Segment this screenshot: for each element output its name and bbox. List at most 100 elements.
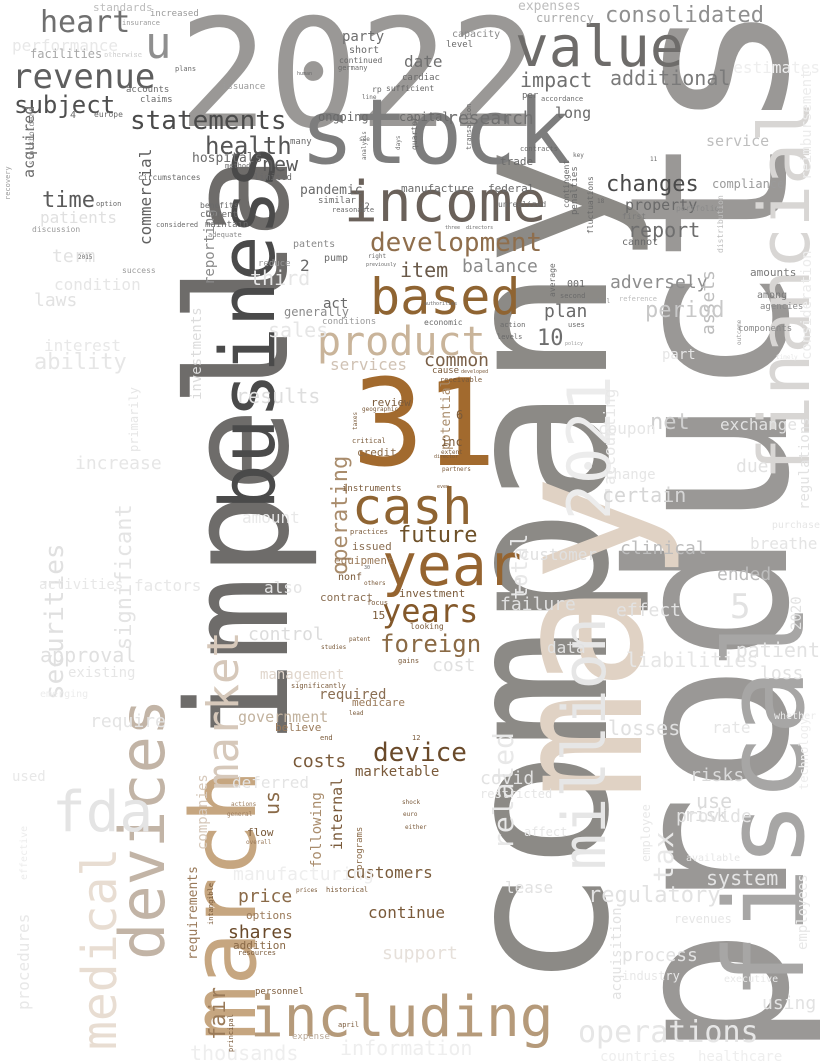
word-available: available xyxy=(686,853,741,864)
word-tax: tax xyxy=(647,831,680,882)
word-loss: loss xyxy=(760,663,804,684)
word-shock: shock xyxy=(402,799,421,806)
word-patients: patients xyxy=(40,208,118,227)
word-current: current xyxy=(200,210,238,220)
word-performance: performance xyxy=(12,36,118,55)
word-marketable: marketable xyxy=(355,764,440,780)
word-property: property xyxy=(625,196,698,214)
word-developed: developed xyxy=(461,369,489,375)
word-fda: fda xyxy=(52,780,154,845)
word-price: price xyxy=(238,886,293,907)
word-employee: employee xyxy=(639,804,653,862)
word-executive: executive xyxy=(724,974,779,985)
word-information: information xyxy=(340,1036,473,1060)
word-unrealized: unrealized xyxy=(498,200,547,209)
word-future: future xyxy=(398,523,478,548)
word-general: general xyxy=(227,811,253,818)
word-euro: euro xyxy=(403,811,418,818)
word-laws: laws xyxy=(34,290,78,311)
word-discussion: discussion xyxy=(32,225,81,234)
word-practices: practices xyxy=(350,528,388,536)
word-customer: customer xyxy=(520,545,598,564)
word-also: also xyxy=(264,578,303,597)
word-components: components xyxy=(738,324,793,334)
word-5: 5 xyxy=(730,587,751,627)
word-geographic: geographic xyxy=(362,406,399,413)
word-key: key xyxy=(573,152,584,159)
word-circumstances: circumstances xyxy=(138,173,201,182)
word-expense: expense xyxy=(292,1032,330,1042)
word-resources: resources xyxy=(238,949,276,957)
word-issuance: issuance xyxy=(222,82,266,92)
word-days: days xyxy=(395,135,402,150)
word-considered: considered xyxy=(156,221,199,229)
word-breathe: breathe xyxy=(750,534,818,553)
word-new: new xyxy=(262,152,299,176)
word-among: among xyxy=(757,290,788,301)
word-critical: critical xyxy=(352,437,386,445)
word-continued: continued xyxy=(339,56,383,65)
word-policy: policy xyxy=(565,341,584,347)
word-plans: plans xyxy=(175,65,197,73)
word-actions: actions xyxy=(231,801,257,808)
word-using: using xyxy=(762,993,817,1014)
word-effective: effective xyxy=(19,825,30,880)
word-risk: risk xyxy=(684,805,728,826)
word-date: date xyxy=(404,52,443,71)
word-risks: risks xyxy=(690,765,745,786)
word-deferred: deferred xyxy=(232,773,310,792)
word-investment: investment xyxy=(399,587,466,600)
word-options: options xyxy=(246,909,293,922)
word-year: year xyxy=(382,531,522,599)
word-others: others xyxy=(364,580,386,587)
word-historical: historical xyxy=(326,886,369,894)
word-primarily: primarily xyxy=(127,386,141,452)
word-looking: looking xyxy=(410,622,444,631)
word-ongoing: ongoing xyxy=(318,110,369,124)
word-securities: securities xyxy=(40,543,70,700)
word-method: method xyxy=(225,162,251,170)
word-three: three xyxy=(445,225,461,231)
word-income: income xyxy=(344,170,547,235)
word-reduce: reduce xyxy=(258,259,291,269)
word-either: either xyxy=(405,824,427,831)
word-pandemic: pandemic xyxy=(300,183,363,198)
word-costs: costs xyxy=(292,751,347,772)
word-service: service xyxy=(706,132,770,150)
word-reasonable: reasonable xyxy=(332,206,375,214)
word-purchase: purchase xyxy=(771,520,820,531)
word-otherwise: otherwise xyxy=(104,51,142,59)
word-thousands: thousands xyxy=(190,1041,299,1064)
word-capacity: capacity xyxy=(452,29,501,40)
word-accounts: accounts xyxy=(126,85,170,95)
word-long: long xyxy=(555,104,592,122)
word-recovery: recovery xyxy=(4,166,12,200)
word-standards: standards xyxy=(93,1,153,14)
word-effect: effect xyxy=(616,600,682,621)
word-heart: heart xyxy=(40,5,131,40)
word-prices: prices xyxy=(296,887,318,894)
word-believe: believe xyxy=(275,721,322,734)
word-restricted: restricted xyxy=(480,787,553,801)
word-flow: flow xyxy=(247,826,274,839)
word-party: party xyxy=(342,29,385,45)
word-31: 31 xyxy=(352,355,497,494)
word-2020: 2020 xyxy=(789,596,805,630)
word-amounts: amounts xyxy=(750,266,797,279)
word-uses: uses xyxy=(568,321,585,329)
word-penalties: penalties xyxy=(570,166,580,215)
word-stock: stock xyxy=(300,80,571,185)
word-conditions: conditions xyxy=(322,317,377,327)
word-addition: addition xyxy=(233,939,286,952)
word-review: review xyxy=(371,396,411,409)
word-contracts: contracts xyxy=(520,145,558,153)
word-facilities: facilities xyxy=(30,47,103,61)
word-18: 18 xyxy=(597,198,605,205)
word-timely: timely xyxy=(776,354,798,361)
word-required: required xyxy=(319,687,387,703)
word-cash: cash xyxy=(352,478,473,536)
word-trade: trade xyxy=(500,155,534,168)
word-internal: internal xyxy=(328,777,346,850)
word-use: use xyxy=(696,789,733,813)
word-time: time xyxy=(42,188,95,213)
